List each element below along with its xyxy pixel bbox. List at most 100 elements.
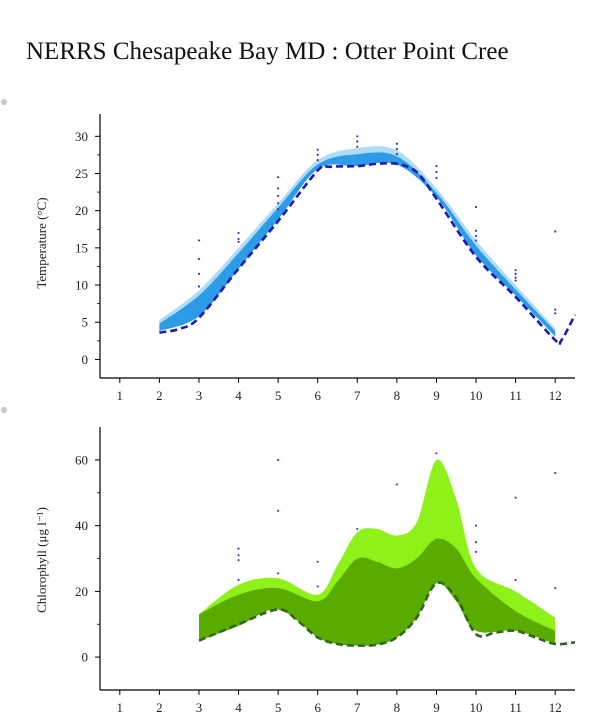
data-point	[474, 540, 478, 544]
data-point	[474, 550, 478, 554]
data-point	[395, 153, 398, 156]
data-point	[277, 208, 280, 211]
band-inner	[159, 152, 556, 337]
data-point	[356, 145, 359, 148]
margin-dot	[1, 99, 7, 105]
data-point	[474, 205, 478, 209]
data-point	[197, 285, 201, 288]
data-point	[435, 452, 438, 455]
x-tick-label: 10	[470, 388, 483, 403]
data-point	[554, 308, 557, 311]
x-tick-label: 9	[433, 388, 440, 403]
x-tick-label: 1	[117, 700, 124, 715]
x-tick-label: 7	[354, 388, 361, 403]
data-point	[514, 276, 517, 279]
x-tick-label: 1	[117, 388, 124, 403]
x-tick-label: 2	[156, 388, 163, 403]
data-point	[554, 312, 557, 315]
data-point	[197, 257, 201, 261]
x-tick-label: 10	[470, 700, 483, 715]
data-point	[395, 147, 398, 151]
data-point	[237, 547, 240, 550]
page-title: NERRS Chesapeake Bay MD : Otter Point Cr…	[26, 38, 509, 65]
data-point	[435, 164, 438, 168]
data-point	[514, 272, 517, 275]
series-line	[159, 161, 577, 347]
data-point	[435, 170, 438, 174]
data-point	[237, 231, 240, 235]
x-tick-label: 6	[314, 388, 321, 403]
x-tick-label: 4	[235, 388, 242, 403]
data-point	[237, 240, 240, 244]
data-point	[277, 572, 280, 575]
data-point	[316, 148, 319, 151]
data-point	[395, 483, 398, 486]
x-tick-label: 12	[549, 388, 562, 403]
x-tick-label: 12	[549, 700, 562, 715]
x-tick-label: 6	[314, 700, 321, 715]
data-point	[514, 578, 517, 581]
y-tick-label: 10	[75, 278, 88, 293]
data-point	[277, 187, 280, 190]
x-tick-label: 5	[275, 700, 282, 715]
data-point	[237, 559, 240, 562]
data-point	[356, 135, 359, 138]
y-tick-label: 40	[75, 518, 88, 533]
data-point	[277, 202, 280, 205]
band-outer	[159, 146, 556, 337]
y-axis-label: Chlorophyll (μg l⁻¹)	[34, 507, 49, 613]
x-tick-label: 7	[354, 700, 361, 715]
data-point	[277, 458, 280, 461]
data-point	[395, 142, 398, 145]
data-point	[554, 471, 557, 475]
data-point	[277, 194, 280, 197]
data-point	[474, 524, 478, 527]
x-tick-label: 2	[156, 700, 163, 715]
data-point	[474, 239, 478, 242]
y-tick-label: 20	[75, 584, 88, 599]
data-point	[197, 239, 201, 242]
data-point	[514, 496, 517, 499]
data-point	[356, 140, 359, 143]
data-point	[474, 229, 478, 232]
x-tick-label: 5	[275, 388, 282, 403]
y-tick-label: 30	[75, 129, 88, 144]
data-point	[237, 578, 240, 581]
data-point	[554, 586, 557, 590]
x-tick-label: 3	[196, 388, 203, 403]
y-tick-label: 20	[75, 203, 88, 218]
data-point	[514, 269, 517, 272]
y-tick-label: 25	[75, 166, 88, 181]
x-tick-label: 3	[196, 700, 203, 715]
y-tick-label: 0	[82, 352, 89, 367]
data-point	[237, 237, 240, 241]
data-point	[277, 509, 280, 512]
data-point	[277, 176, 280, 179]
data-point	[474, 234, 478, 238]
y-tick-label: 5	[82, 315, 89, 330]
y-tick-label: 15	[75, 240, 88, 255]
data-point	[514, 279, 517, 282]
data-point	[356, 527, 359, 531]
data-point	[435, 176, 438, 180]
data-point	[237, 554, 240, 557]
data-point	[316, 159, 319, 162]
x-tick-label: 8	[394, 388, 401, 403]
x-tick-label: 11	[509, 388, 522, 403]
data-point	[316, 560, 319, 563]
data-point	[197, 272, 201, 275]
x-tick-label: 9	[433, 700, 440, 715]
data-point	[316, 585, 319, 588]
y-axis-label: Temperature (°C)	[34, 197, 49, 288]
margin-dot	[1, 407, 7, 413]
data-point	[316, 153, 319, 157]
y-tick-label: 0	[82, 650, 89, 665]
x-tick-label: 4	[235, 700, 242, 715]
y-tick-label: 60	[75, 452, 88, 467]
data-point	[554, 230, 557, 233]
x-tick-label: 11	[509, 700, 522, 715]
x-tick-label: 8	[394, 700, 401, 715]
